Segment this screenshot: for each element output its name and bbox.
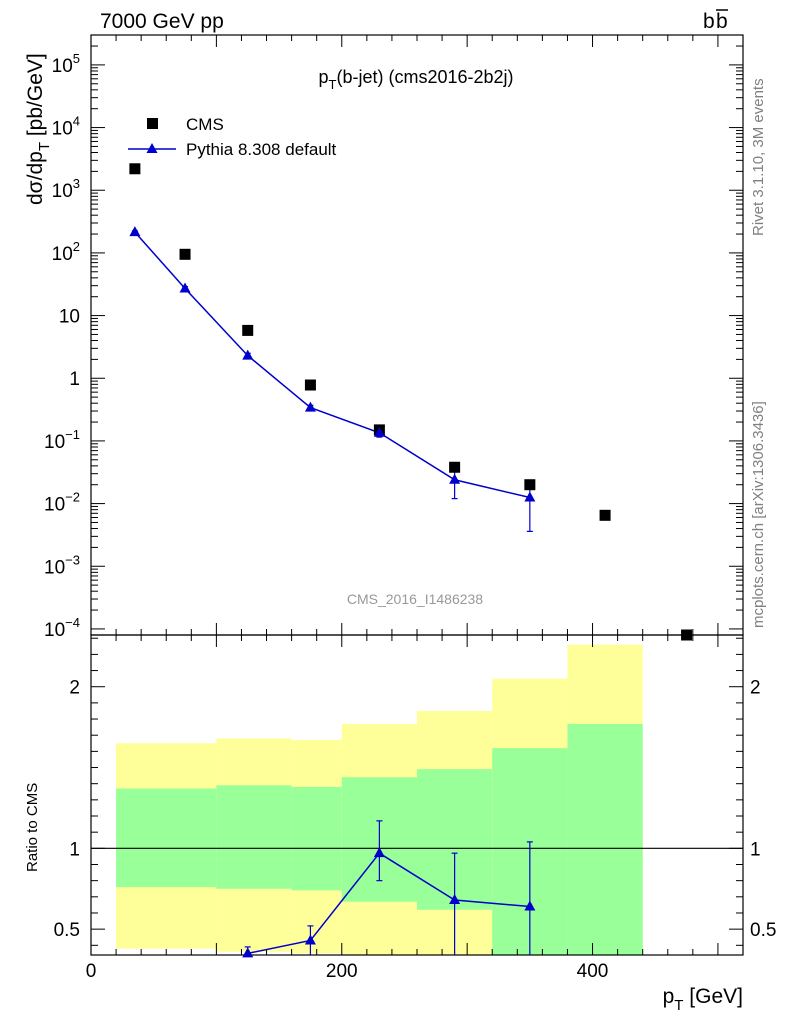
main-series	[129, 163, 693, 641]
x-axis-label-sub: T	[674, 997, 683, 1014]
ratio-pythia-point	[524, 900, 536, 911]
main-y-axis-label: dσ/dpT [pb/GeV]	[24, 53, 53, 205]
ratio-bands	[116, 644, 643, 955]
main-y-tick-label: 10	[59, 307, 80, 328]
mcplots-label: mcplots.cern.ch [arXiv:1306.3436]	[750, 401, 767, 628]
main-y-tick-label: 1	[69, 369, 80, 390]
main-y-tick-label: 10−4	[44, 615, 80, 641]
legend-label-pythia: Pythia 8.308 default	[186, 140, 337, 159]
main-y-tick-label-exp: −2	[65, 490, 80, 505]
band-green	[567, 723, 643, 955]
ratio-y-tick-label-left: 0.5	[54, 920, 80, 941]
main-y-tick-label: 10−1	[44, 427, 80, 453]
main-y-tick-label: 10−2	[44, 490, 80, 516]
x-tick-label: 400	[577, 961, 609, 982]
main-title-sub: T	[329, 77, 337, 92]
band-green	[216, 785, 292, 889]
legend-marker-cms	[147, 118, 158, 129]
legend-marker-pythia	[146, 143, 158, 153]
cms-point	[129, 163, 141, 175]
main-y-tick-label: 104	[52, 114, 80, 140]
ratio-series	[242, 820, 536, 958]
ratio-y-tick-label-left: 1	[69, 839, 80, 860]
band-green	[116, 788, 217, 888]
cms-point	[242, 324, 254, 336]
main-y-tick-label-base: 10	[44, 432, 65, 453]
ratio-y-tick-label-right: 2	[750, 678, 761, 699]
main-y-tick-label-base: 10	[59, 307, 80, 328]
main-y-tick-label-base: 10	[44, 557, 65, 578]
x-tick-label: 0	[86, 961, 97, 982]
pythia-point	[524, 491, 536, 502]
ratio-y-axis-label: Ratio to CMS	[24, 783, 41, 872]
cms-point	[524, 479, 536, 491]
main-y-tick-label-exp: −3	[65, 552, 80, 567]
main-watermark: CMS_2016_I1486238	[347, 591, 483, 607]
main-title-rest: (b-jet) (cms2016-2b2j)	[336, 67, 513, 87]
ratio-pythia-point	[304, 934, 316, 945]
ratio-y-tick-label-left: 2	[69, 678, 80, 699]
header-process: b b	[703, 9, 728, 33]
ratio-y-tick-label-right: 0.5	[750, 920, 776, 941]
header-process-b: b	[703, 10, 715, 33]
main-y-tick-label: 102	[52, 239, 80, 265]
pythia-line	[134, 231, 531, 499]
legend: CMS Pythia 8.308 default	[128, 115, 337, 159]
ratio-pythia-point	[449, 894, 461, 905]
x-axis-label: pT [GeV]	[663, 985, 743, 1014]
header-energy: 7000 GeV pp	[100, 10, 224, 33]
main-title-p: p	[318, 67, 328, 87]
band-green	[291, 786, 342, 891]
x-axis-label-rest: [GeV]	[683, 985, 743, 1008]
main-panel: CMS_2016_I1486238 pT(b-jet) (cms2016-2b2…	[24, 34, 744, 641]
main-y-axis-label-rest: [pb/GeV]	[24, 53, 47, 142]
main-y-tick-label-base: 10	[52, 181, 73, 202]
pythia-point	[129, 226, 141, 237]
x-tick-label: 200	[326, 961, 358, 982]
main-y-axis-label-main: dσ/dp	[24, 151, 47, 205]
cms-point	[599, 509, 611, 521]
main-y-tick-label-base: 10	[52, 244, 73, 265]
pythia-point	[304, 401, 316, 412]
main-y-axis-label-sub: T	[36, 142, 53, 151]
main-y-tick-label-base: 10	[44, 620, 65, 641]
main-y-tick-label: 10−3	[44, 552, 80, 578]
main-y-tick-label-exp: −1	[65, 427, 80, 442]
ratio-axes	[90, 634, 744, 956]
main-y-tick-label-exp: 2	[73, 239, 80, 254]
main-y-tick-label-base: 10	[52, 56, 73, 77]
main-y-tick-label: 103	[52, 176, 80, 202]
ratio-pythia-point	[373, 847, 385, 858]
ratio-pythia-point	[242, 947, 254, 958]
main-y-tick-label-base: 10	[44, 495, 65, 516]
rivet-label: Rivet 3.1.10, 3M events	[750, 78, 767, 236]
main-y-tick-label: 105	[52, 51, 80, 77]
main-title: pT(b-jet) (cms2016-2b2j)	[318, 67, 513, 92]
main-y-tick-label-base: 1	[69, 369, 80, 390]
header-process-bbar: b	[716, 10, 728, 33]
pythia-point	[373, 426, 385, 437]
main-y-tick-label-exp: 5	[73, 51, 80, 66]
main-y-tick-label-exp: −4	[65, 615, 80, 630]
cms-point	[449, 461, 461, 473]
main-y-tick-label-base: 10	[52, 119, 73, 140]
pythia-point	[242, 349, 254, 360]
ratio-y-tick-label-right: 1	[750, 839, 761, 860]
ratio-panel: 0.5 0.5 1 1 2 2 0 200 400 Ratio to CMS pT [GeV]	[24, 634, 777, 1014]
cms-point	[179, 248, 191, 260]
legend-label-cms: CMS	[186, 115, 224, 134]
main-y-tick-label-exp: 4	[73, 114, 80, 129]
pythia-point	[179, 282, 191, 293]
x-axis-label-main: p	[663, 985, 675, 1008]
main-y-tick-label-exp: 3	[73, 176, 80, 191]
cms-point	[304, 379, 316, 391]
ratio-tick-labels: 0.5 0.5 1 1 2 2 0 200 400	[54, 678, 777, 982]
pythia-point	[449, 473, 461, 484]
